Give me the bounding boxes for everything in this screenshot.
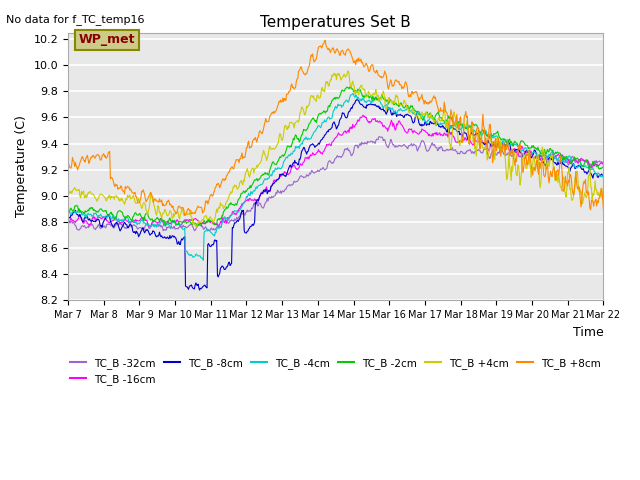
Line: TC_B +4cm: TC_B +4cm bbox=[68, 71, 604, 228]
Line: TC_B +8cm: TC_B +8cm bbox=[68, 40, 604, 216]
Title: Temperatures Set B: Temperatures Set B bbox=[260, 15, 411, 30]
Line: TC_B -32cm: TC_B -32cm bbox=[68, 137, 604, 231]
Line: TC_B -8cm: TC_B -8cm bbox=[68, 99, 604, 290]
Legend: TC_B -32cm, TC_B -16cm, TC_B -8cm, TC_B -4cm, TC_B -2cm, TC_B +4cm, TC_B +8cm: TC_B -32cm, TC_B -16cm, TC_B -8cm, TC_B … bbox=[66, 354, 605, 389]
Text: No data for f_TC_temp16: No data for f_TC_temp16 bbox=[6, 14, 145, 25]
Line: TC_B -4cm: TC_B -4cm bbox=[68, 94, 604, 260]
Text: WP_met: WP_met bbox=[79, 33, 135, 46]
Y-axis label: Temperature (C): Temperature (C) bbox=[15, 116, 28, 217]
Line: TC_B -16cm: TC_B -16cm bbox=[68, 115, 604, 227]
Line: TC_B -2cm: TC_B -2cm bbox=[68, 87, 604, 226]
X-axis label: Time: Time bbox=[573, 325, 604, 338]
